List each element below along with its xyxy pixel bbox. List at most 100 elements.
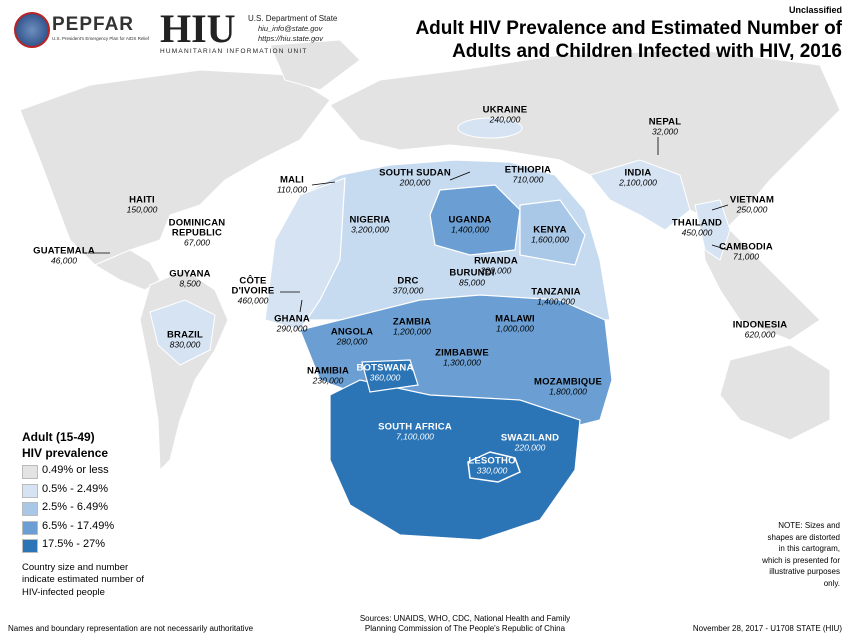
country-name: VIETNAM [729,194,775,206]
country-label: INDONESIA 620,000 [732,319,788,340]
legend-swatch [22,539,38,553]
country-name: SWAZILAND [500,432,560,444]
country-name: NAMIBIA [306,365,350,377]
country-label: KENYA 1,600,000 [531,225,569,245]
country-label: BRAZIL 830,000 [166,329,204,350]
title-line2: Adults and Children Infected with HIV, 2… [452,41,842,62]
country-name: UGANDA [448,214,492,226]
country-value: 250,000 [736,204,768,215]
country-value: 280,000 [336,336,368,347]
country-name: THAILAND [671,217,723,229]
footer-sources: Sources: UNAIDS, WHO, CDC, National Heal… [359,614,571,634]
country-label: TANZANIA 1,400,000 [531,286,581,307]
legend-title: Adult (15-49) [22,430,95,444]
country-label: ZAMBIA 1,200,000 [392,316,432,337]
country-value: 85,000 [458,277,485,288]
country-value: 1,600,000 [531,234,569,245]
dept-text: U.S. Department of State [248,14,338,23]
country-label: ETHIOPIA 710,000 [504,164,552,185]
country-value: 830,000 [169,339,201,350]
country-value: 1,400,000 [451,224,489,235]
country-name: MALAWI [495,313,535,325]
country-value: 230,000 [312,375,344,386]
country-name: INDONESIA [732,319,788,331]
legend-title: HIV prevalence [22,446,109,460]
country-value: 370,000 [392,285,424,296]
country-value: 240,000 [489,114,521,125]
country-label: CAMBODIA 71,000 [719,242,773,262]
email-text: hiu_info@state.gov [258,24,323,33]
country-label: THAILAND 450,000 [671,217,723,238]
legend-label: 0.49% or less [42,464,109,476]
thailand-shape [694,199,731,261]
country-value: 150,000 [126,204,158,215]
country-label: LESOTHO 330,000 [468,455,516,476]
country-label: HAITI 150,000 [126,195,158,215]
legend-size-note: Country size and number indicate estimat… [22,562,144,598]
country-label: MOZAMBIQUE 1,800,000 [534,377,602,397]
africa-south [329,379,581,541]
country-value: 71,000 [732,251,759,262]
legend-swatch [22,483,38,498]
legend-label: 17.5% - 27% [42,538,105,550]
country-name: DRC [397,275,419,287]
legend-label: 6.5% - 17.49% [42,519,115,532]
country-name: BURUNDI [449,267,495,279]
country-name: NEPAL [648,116,682,128]
country-name: ETHIOPIA [504,164,552,176]
country-label: GUYANA 8,500 [169,269,211,289]
country-name: TANZANIA [531,286,581,298]
country-value: 46,000 [50,255,77,266]
legend-swatch [22,502,38,516]
country-value: 200,000 [399,177,431,188]
country-value: 620,000 [744,329,776,340]
country-value: 32,000 [652,126,678,137]
country-label: VIETNAM 250,000 [729,194,775,215]
country-value: 360,000 [369,372,401,383]
country-name: NIGERIA [349,214,391,226]
country-name: SOUTH AFRICA [378,421,452,433]
country-value: 1,800,000 [549,386,587,397]
leader-lines [90,137,729,313]
country-value: 1,200,000 [393,326,431,337]
country-value: 3,200,000 [351,224,389,235]
country-value: 7,100,000 [396,431,434,442]
country-label: MALAWI 1,000,000 [495,313,535,334]
pepfar-logo-text: PEPFAR [52,14,135,35]
greenland [269,39,361,91]
country-value: 220,000 [480,265,512,276]
country-name: GUATEMALA [33,245,95,257]
country-label: NEPAL 32,000 [648,116,682,137]
country-value: 460,000 [237,295,269,306]
country-label: NIGERIA 3,200,000 [349,214,391,235]
central-america [93,249,161,291]
country-label: MALI 110,000 [276,175,308,195]
australia [719,344,831,441]
country-name: BRAZIL [166,329,204,341]
country-name: ZAMBIA [392,316,432,328]
country-label: UKRAINE 240,000 [482,104,528,125]
country-name: UKRAINE [482,104,528,116]
country-value: 110,000 [276,184,308,195]
uganda-shape [429,184,521,256]
ukraine-shape [457,117,523,139]
country-label: ZIMBABWE 1,300,000 [435,347,489,368]
country-value: 1,000,000 [496,323,534,334]
india-shape [589,159,691,231]
country-name: ANGOLA [330,326,374,338]
country-label: DOMINICAN REPUBLIC 67,000 [162,218,232,248]
hiu-logo-text: HIU [160,6,236,51]
country-value: 2,100,000 [619,177,657,188]
country-label: GUATEMALA 46,000 [33,245,95,266]
legend-label: 2.5% - 6.49% [42,501,109,513]
title-line1: Adult HIV Prevalence and Estimated Numbe… [415,18,842,39]
country-name: LESOTHO [468,455,516,467]
country-value: 290,000 [276,323,308,334]
country-label: CÔTE D'IVOIRE 460,000 [223,276,283,306]
country-value: 1,300,000 [443,357,481,368]
country-value: 1,400,000 [537,296,575,307]
brazil-shape [149,299,216,366]
country-name: ZIMBABWE [435,347,489,359]
